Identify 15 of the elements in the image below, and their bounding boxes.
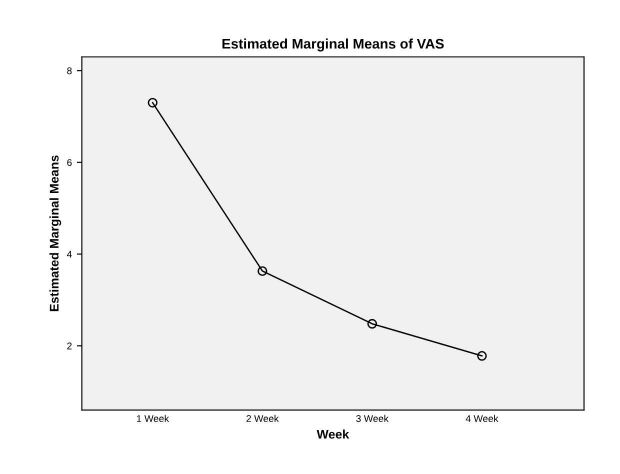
point	[367, 318, 378, 329]
x-tick-label: 2 Week	[246, 414, 279, 422]
y-tick-label: 2	[67, 342, 72, 350]
point	[477, 351, 487, 361]
x-tick-label: 1 Week	[136, 414, 170, 422]
chart-title: Estimated Marginal Means of VAS	[222, 38, 444, 52]
x-tick-label: 4 Week	[466, 414, 498, 422]
y-tick-label: 4	[66, 250, 72, 258]
y-tick-label: 6	[67, 159, 72, 166]
point	[148, 98, 158, 108]
x-tick-label: 3 Week	[356, 414, 389, 422]
point	[258, 266, 268, 276]
y-tick-label: 8	[67, 67, 72, 74]
x-axis-title: Week	[316, 429, 350, 439]
y-axis-title: Estimated Marginal Means	[49, 155, 62, 312]
